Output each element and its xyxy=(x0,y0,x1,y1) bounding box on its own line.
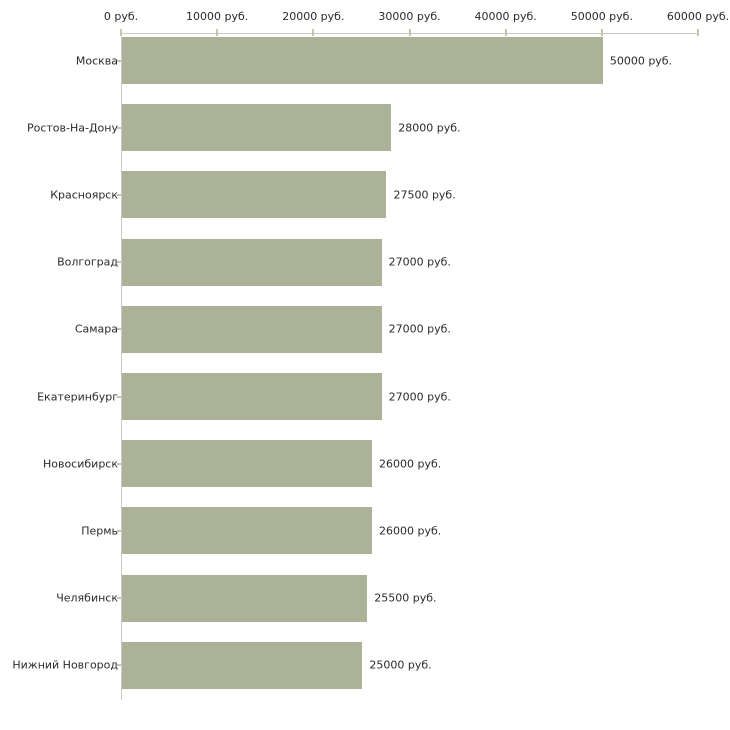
category-label: Самара xyxy=(74,322,118,336)
bar xyxy=(122,37,603,84)
bar xyxy=(122,104,392,152)
x-tick-label: 20000 руб. xyxy=(282,10,345,23)
x-tick-label: 10000 руб. xyxy=(186,10,249,23)
value-label: 25000 руб. xyxy=(369,658,432,672)
y-tick-mark xyxy=(117,59,121,62)
x-tick-mark xyxy=(600,29,603,36)
y-tick-mark xyxy=(117,597,121,600)
x-tick-mark xyxy=(408,29,411,36)
x-tick-mark xyxy=(504,29,507,36)
y-tick-mark xyxy=(117,462,121,465)
x-tick-mark xyxy=(697,29,699,36)
bar xyxy=(122,238,382,286)
y-tick-mark xyxy=(117,193,121,196)
value-label: 28000 руб. xyxy=(398,121,461,135)
category-label: Ростов-На-Дону xyxy=(26,121,118,135)
y-tick-mark xyxy=(117,395,121,398)
category-label: Красноярск xyxy=(50,188,118,202)
bar xyxy=(122,440,373,488)
y-tick-mark xyxy=(117,529,121,532)
x-tick-label: 40000 руб. xyxy=(474,10,537,23)
category-label: Москва xyxy=(75,54,118,67)
x-tick-label: 50000 руб. xyxy=(570,10,633,23)
y-tick-mark xyxy=(117,261,121,264)
x-tick-label: 30000 руб. xyxy=(378,10,441,23)
bar xyxy=(122,641,363,689)
category-label: Волгоград xyxy=(57,255,118,269)
value-label: 26000 руб. xyxy=(379,457,442,471)
x-tick-label: 0 руб. xyxy=(103,10,139,23)
value-label: 27000 руб. xyxy=(388,390,451,403)
bar xyxy=(122,574,368,622)
value-label: 25500 руб. xyxy=(374,591,437,605)
bar xyxy=(122,305,382,353)
x-tick-mark xyxy=(216,29,219,36)
bar xyxy=(122,171,387,219)
category-label: Челябинск xyxy=(56,591,118,605)
y-tick-mark xyxy=(117,664,121,667)
value-label: 27000 руб. xyxy=(388,255,451,269)
value-label: 27000 руб. xyxy=(388,322,451,336)
y-tick-mark xyxy=(117,328,121,331)
category-label: Нижний Новгород xyxy=(12,658,118,672)
value-label: 27500 руб. xyxy=(393,188,456,202)
x-tick-mark xyxy=(312,29,315,36)
bar xyxy=(122,373,382,420)
value-label: 26000 руб. xyxy=(379,524,442,538)
category-label: Пермь xyxy=(81,524,118,538)
y-axis-line xyxy=(121,33,122,700)
value-label: 50000 руб. xyxy=(609,54,673,67)
bar xyxy=(122,507,373,555)
y-tick-mark xyxy=(117,126,121,129)
category-label: Екатеринбург xyxy=(37,390,118,403)
x-tick-mark xyxy=(120,29,122,36)
category-label: Новосибирск xyxy=(42,457,118,471)
x-tick-label: 60000 руб. xyxy=(666,10,730,23)
